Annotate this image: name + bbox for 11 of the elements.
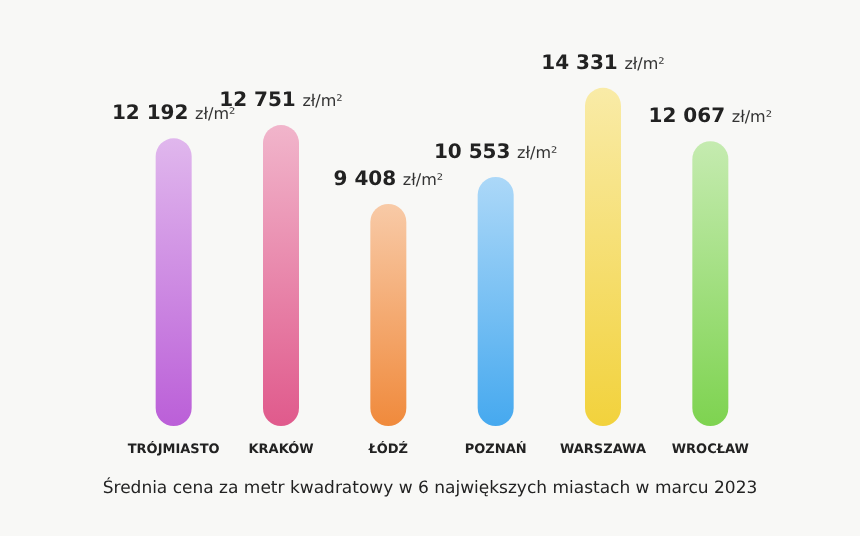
bar — [692, 141, 729, 426]
bar — [263, 125, 299, 426]
bar — [477, 176, 514, 426]
data-label: 10 553 zł/m² — [433, 141, 558, 164]
bar — [370, 203, 407, 426]
data-label: 14 331 zł/m² — [541, 52, 665, 75]
text: Średnia cena za metr kwadratowy w 6 największych miastach w marcu 2023 — [102, 477, 758, 499]
bar — [155, 138, 192, 426]
bar — [585, 87, 621, 426]
data-label: 12 067 zł/m² — [648, 106, 773, 129]
data-label: 9 408 zł/m² — [333, 168, 444, 191]
